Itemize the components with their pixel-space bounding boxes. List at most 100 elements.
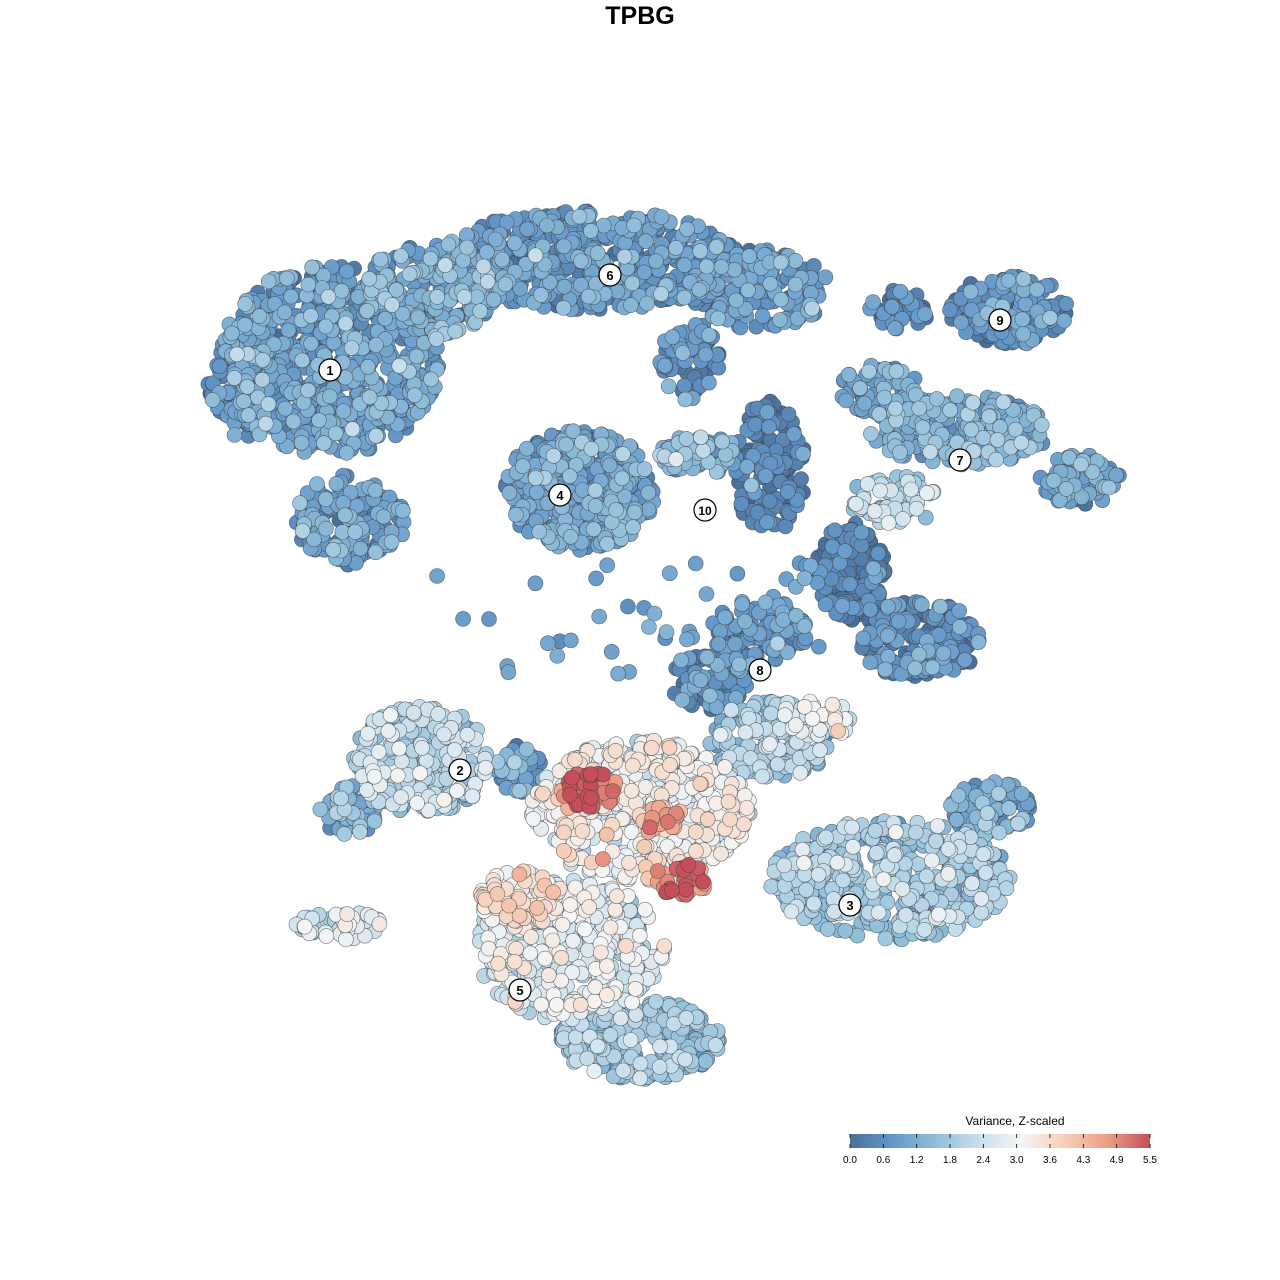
data-point bbox=[257, 415, 274, 432]
data-point bbox=[805, 895, 822, 912]
data-point bbox=[761, 419, 777, 435]
data-point bbox=[1101, 479, 1117, 496]
data-point bbox=[501, 484, 518, 501]
data-point bbox=[383, 534, 400, 550]
data-point bbox=[481, 611, 497, 627]
data-point bbox=[798, 882, 815, 898]
data-point bbox=[837, 922, 854, 939]
data-point bbox=[913, 596, 930, 613]
data-point bbox=[1056, 312, 1072, 329]
data-point bbox=[571, 208, 588, 225]
data-point bbox=[963, 421, 980, 438]
data-point bbox=[697, 346, 714, 363]
data-point bbox=[304, 259, 320, 276]
data-point bbox=[303, 335, 319, 352]
data-point bbox=[312, 801, 329, 818]
data-point bbox=[254, 352, 271, 368]
data-point bbox=[818, 829, 834, 846]
data-point bbox=[316, 435, 332, 452]
data-point bbox=[317, 318, 334, 335]
data-point bbox=[318, 520, 334, 537]
data-point bbox=[615, 446, 631, 462]
data-point bbox=[384, 297, 400, 313]
data-point bbox=[729, 565, 746, 582]
data-point bbox=[870, 545, 887, 562]
data-point bbox=[953, 314, 969, 331]
data-point bbox=[890, 613, 907, 630]
data-point bbox=[251, 308, 268, 325]
data-point bbox=[580, 288, 597, 305]
data-point bbox=[518, 741, 535, 758]
data-point bbox=[998, 880, 1015, 897]
data-point bbox=[653, 286, 669, 302]
data-point bbox=[368, 427, 384, 444]
data-point bbox=[368, 337, 384, 353]
data-point bbox=[437, 257, 454, 274]
data-point bbox=[914, 419, 931, 436]
data-point bbox=[339, 263, 355, 280]
data-point bbox=[695, 442, 712, 459]
data-point bbox=[772, 312, 788, 328]
data-point bbox=[701, 327, 717, 344]
data-point bbox=[539, 217, 555, 234]
data-point bbox=[336, 826, 353, 842]
data-point bbox=[333, 283, 350, 299]
data-point bbox=[877, 661, 894, 678]
data-point bbox=[583, 441, 600, 457]
data-point bbox=[679, 631, 695, 648]
data-point bbox=[772, 254, 789, 271]
data-point bbox=[676, 257, 693, 273]
data-point bbox=[877, 930, 894, 947]
data-point bbox=[367, 544, 384, 561]
data-point bbox=[759, 514, 775, 530]
data-point bbox=[726, 261, 743, 278]
data-point bbox=[988, 451, 1004, 468]
data-point bbox=[497, 276, 514, 293]
data-point bbox=[280, 322, 297, 339]
data-point bbox=[668, 240, 684, 256]
data-point bbox=[623, 297, 639, 313]
data-point bbox=[447, 323, 464, 340]
data-point bbox=[717, 609, 733, 626]
data-point bbox=[679, 221, 695, 237]
data-point bbox=[603, 643, 620, 660]
data-point bbox=[710, 310, 726, 327]
data-point bbox=[641, 619, 657, 635]
data-point bbox=[664, 329, 681, 345]
data-point bbox=[602, 1027, 619, 1043]
data-point bbox=[834, 598, 851, 614]
data-point bbox=[810, 638, 827, 655]
data-point bbox=[639, 295, 655, 312]
data-point bbox=[283, 288, 299, 305]
data-point bbox=[702, 687, 718, 704]
data-point bbox=[835, 872, 851, 889]
data-point bbox=[678, 431, 695, 447]
data-point bbox=[907, 824, 924, 841]
data-point bbox=[951, 619, 968, 635]
data-point bbox=[887, 320, 903, 337]
data-point bbox=[335, 403, 352, 419]
data-point bbox=[626, 217, 642, 234]
data-point bbox=[743, 477, 760, 494]
data-point bbox=[970, 634, 987, 651]
data-point bbox=[608, 502, 624, 518]
data-point bbox=[701, 374, 717, 391]
data-point bbox=[763, 878, 780, 895]
data-point bbox=[777, 518, 794, 535]
data-point bbox=[487, 231, 504, 248]
data-point bbox=[1029, 281, 1045, 298]
data-point bbox=[862, 601, 879, 618]
data-point bbox=[862, 654, 879, 671]
data-point bbox=[692, 243, 709, 259]
data-point bbox=[1013, 434, 1030, 451]
data-point bbox=[260, 396, 277, 412]
data-point bbox=[285, 413, 302, 430]
data-point bbox=[562, 528, 579, 545]
data-point bbox=[500, 664, 517, 681]
data-point bbox=[1015, 326, 1032, 342]
data-point bbox=[410, 309, 427, 326]
data-point bbox=[819, 921, 836, 937]
data-point bbox=[962, 283, 979, 300]
data-point bbox=[714, 433, 731, 450]
